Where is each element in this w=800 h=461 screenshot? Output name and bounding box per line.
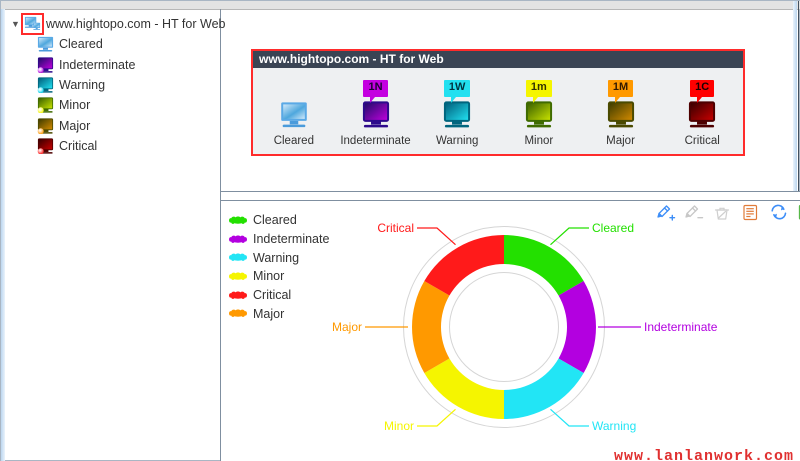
- svg-text:Cleared: Cleared: [592, 221, 634, 235]
- svg-text:Major: Major: [332, 320, 362, 334]
- svg-text:Critical: Critical: [377, 221, 414, 235]
- svg-text:Minor: Minor: [384, 419, 414, 433]
- svg-text:Warning: Warning: [592, 419, 636, 433]
- svg-text:Indeterminate: Indeterminate: [644, 320, 718, 334]
